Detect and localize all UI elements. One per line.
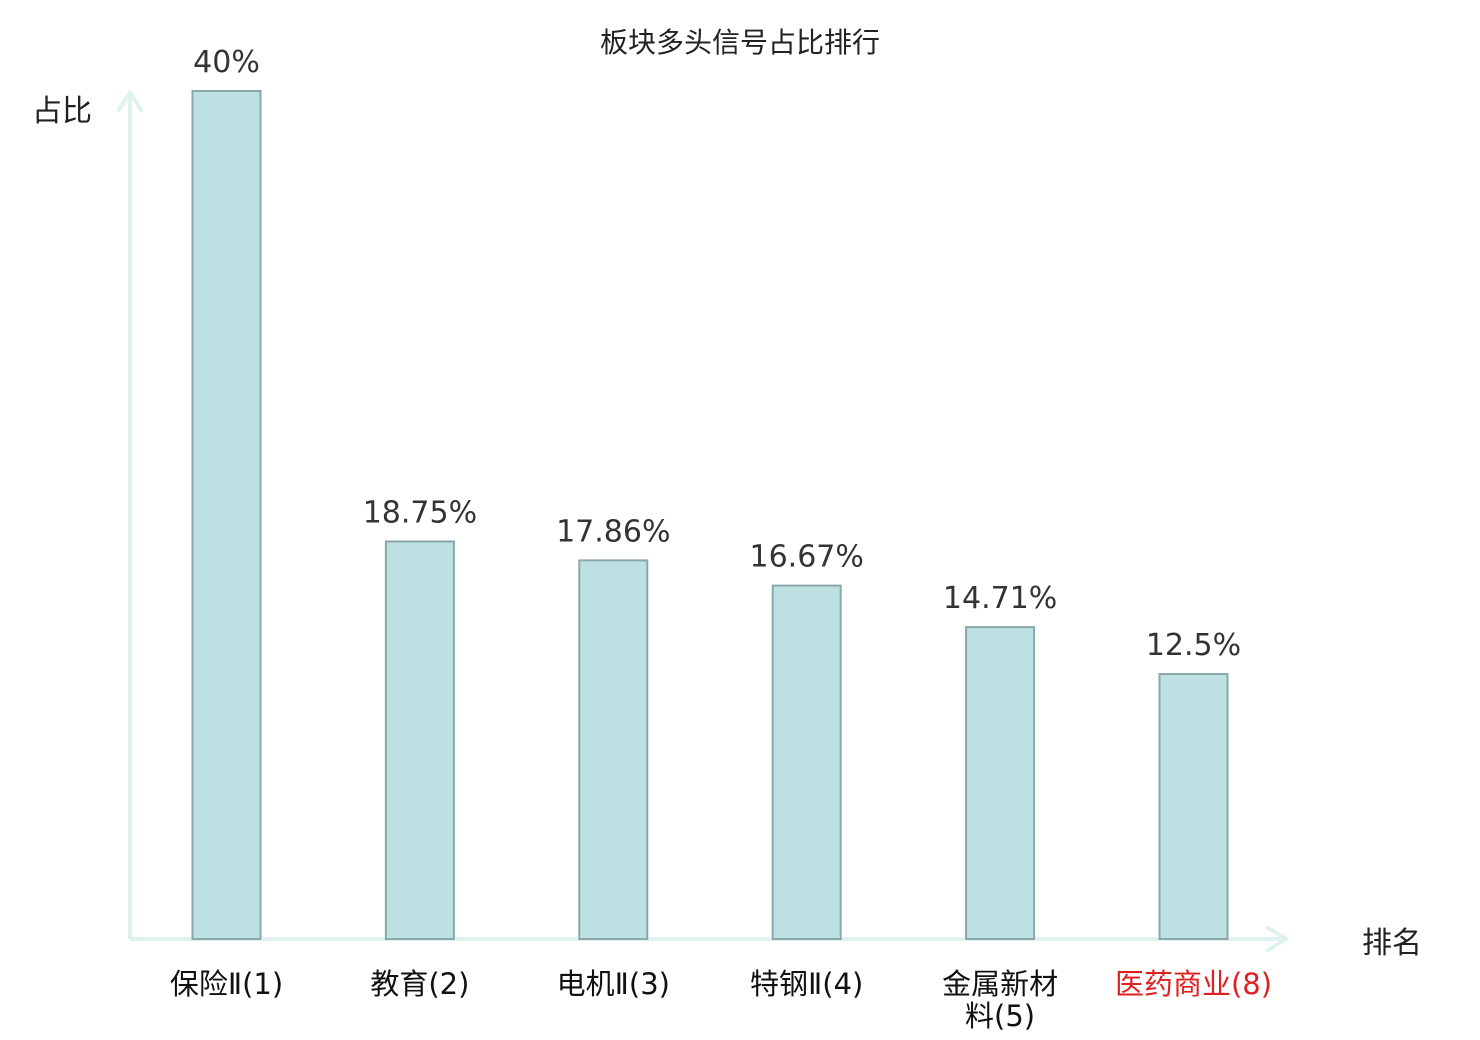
x-axis-arrow — [1266, 926, 1288, 952]
y-axis-title: 占比 — [32, 94, 92, 129]
bar-value-label: 14.71% — [943, 581, 1057, 616]
axes — [117, 90, 1288, 952]
bar-value-label: 16.67% — [750, 540, 864, 575]
bar — [578, 559, 649, 941]
bar-value-label: 12.5% — [1146, 628, 1241, 663]
bar-value-label: 40% — [193, 45, 260, 80]
bar — [1158, 673, 1229, 940]
category-label: 金属新材料(5) — [942, 967, 1058, 1033]
bar — [965, 626, 1036, 940]
bar — [771, 584, 842, 940]
category-label: 医药商业(8) — [1115, 967, 1272, 1001]
category-label: 电机Ⅱ(3) — [557, 967, 670, 1001]
category-label: 特钢Ⅱ(4) — [750, 967, 863, 1001]
bar-value-label: 17.86% — [556, 514, 670, 549]
bar-value-label: 18.75% — [363, 496, 477, 531]
bar — [384, 540, 455, 940]
x-axis-title: 排名 — [1362, 926, 1422, 961]
value-labels-group: 40% 18.75% 17.86% 16.67% 14.71% 12.5% — [193, 45, 1241, 663]
category-label: 教育(2) — [370, 967, 469, 1001]
category-label: 保险Ⅱ(1) — [170, 967, 283, 1001]
bars-group — [191, 90, 1229, 941]
bar — [191, 90, 262, 940]
chart-title: 板块多头信号占比排行 — [600, 26, 880, 59]
category-labels-group: 保险Ⅱ(1) 教育(2) 电机Ⅱ(3) 特钢Ⅱ(4) 金属新材料(5) 医药商业(8) — [170, 967, 1272, 1033]
y-axis-arrow — [117, 90, 143, 112]
